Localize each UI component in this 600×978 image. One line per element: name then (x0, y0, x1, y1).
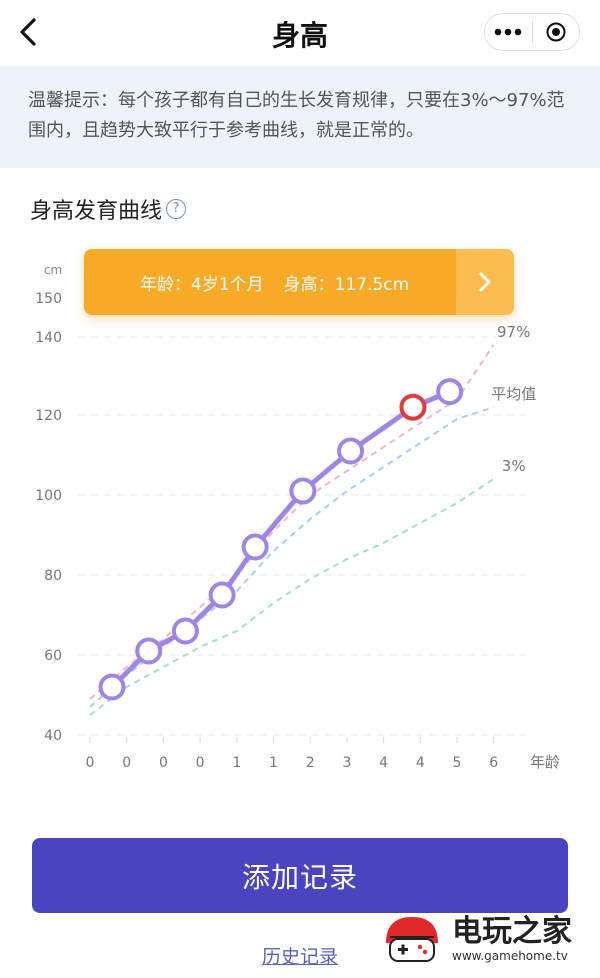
close-mini-program-button[interactable] (533, 14, 580, 50)
data-point[interactable] (289, 477, 317, 505)
add-record-button[interactable]: 添加记录 (32, 838, 568, 913)
chevron-left-icon (20, 18, 36, 46)
x-tick-label: 0 (196, 755, 205, 771)
mini-program-capsule (484, 13, 580, 51)
banner-age: 年龄：4岁1个月 (140, 274, 264, 295)
watermark: 电玩之家 www.gamehome.tv (380, 906, 596, 972)
nav-bar: 身高 (0, 0, 600, 66)
back-button[interactable] (8, 10, 48, 54)
more-dots-icon (494, 28, 522, 36)
x-tick-label: 4 (416, 755, 425, 771)
x-tick-label: 4 (379, 755, 388, 771)
data-point[interactable] (241, 533, 269, 561)
data-point[interactable] (98, 673, 126, 701)
y-tick-label: 60 (44, 648, 62, 664)
banner-height: 身高：117.5cm (283, 274, 410, 295)
watermark-cn: 电玩之家 (452, 914, 572, 949)
gamehome-logo-icon (386, 917, 438, 962)
x-tick-label: 2 (306, 755, 315, 771)
data-point[interactable] (171, 617, 199, 645)
data-point[interactable] (208, 581, 236, 609)
watermark-en: www.gamehome.tv (452, 949, 568, 963)
x-tick-label: 1 (269, 755, 278, 771)
page-title: 身高 (271, 19, 328, 52)
section-title: 身高发育曲线 ? (30, 193, 187, 225)
x-tick-label: 6 (489, 755, 498, 771)
x-tick-label: 0 (122, 755, 131, 771)
x-tick-label: 0 (86, 755, 95, 771)
chevron-right-icon (479, 272, 491, 292)
tip-banner: 温馨提示：每个孩子都有自己的生长发育规律，只要在3%～97%范围内，且趋势大致平… (0, 66, 600, 168)
history-records-link[interactable]: 历史记录 (261, 946, 338, 968)
y-tick-label: 40 (44, 728, 62, 744)
data-point[interactable] (135, 637, 163, 665)
question-circle-icon[interactable]: ? (166, 199, 187, 219)
x-axis-label: 年龄 (530, 753, 560, 771)
y-tick-label: 80 (44, 568, 62, 584)
target-circle-icon (546, 22, 566, 42)
selected-point-banner[interactable]: 年龄：4岁1个月 身高：117.5cm (84, 249, 514, 315)
reference-curve-label: 97% (497, 323, 530, 341)
x-tick-label: 1 (232, 755, 241, 771)
reference-curve-label: 平均值 (491, 385, 536, 403)
capsule-divider (531, 21, 533, 43)
banner-arrow-button[interactable] (456, 249, 514, 315)
x-tick-label: 5 (453, 755, 462, 771)
height-growth-chart: cm 150 140 120 100 80 60 40 0 0 0 0 1 1 2 3 4 4 5 6 年龄 97% 平均值… (35, 263, 560, 771)
y-unit-label: cm (44, 263, 62, 277)
y-tick-label: 100 (35, 488, 62, 504)
section-title-text: 身高发育曲线 (30, 199, 163, 224)
y-tick-label: 150 (35, 291, 62, 307)
reference-curve-label: 3% (502, 457, 526, 475)
tip-text: 温馨提示：每个孩子都有自己的生长发育规律，只要在3%～97%范围内，且趋势大致平… (28, 90, 565, 141)
more-button[interactable] (485, 14, 532, 50)
reference-curve-3 (89, 478, 495, 716)
reference-curve-average (89, 406, 495, 708)
x-tick-label: 3 (342, 755, 351, 771)
banner-text: 年龄：4岁1个月 身高：117.5cm (84, 270, 456, 295)
y-tick-label: 140 (35, 330, 62, 346)
data-point[interactable] (337, 437, 365, 465)
y-tick-label: 120 (35, 408, 62, 424)
x-tick-label: 0 (159, 755, 168, 771)
selected-data-point[interactable] (399, 393, 427, 421)
data-point[interactable] (436, 378, 464, 406)
reference-curve-97 (89, 344, 495, 700)
